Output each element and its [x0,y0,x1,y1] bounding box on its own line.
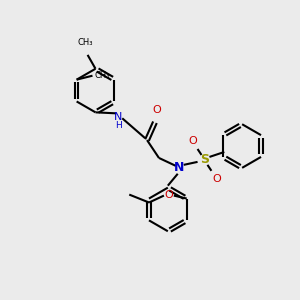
Text: O: O [188,136,197,146]
Text: N: N [114,112,122,122]
Text: CH₃: CH₃ [78,38,93,47]
Text: H: H [115,121,122,130]
Text: S: S [200,153,209,167]
Text: CH₃: CH₃ [94,71,110,80]
Text: N: N [173,161,184,174]
Text: O: O [164,190,173,200]
Text: O: O [212,174,221,184]
Text: O: O [153,105,161,115]
